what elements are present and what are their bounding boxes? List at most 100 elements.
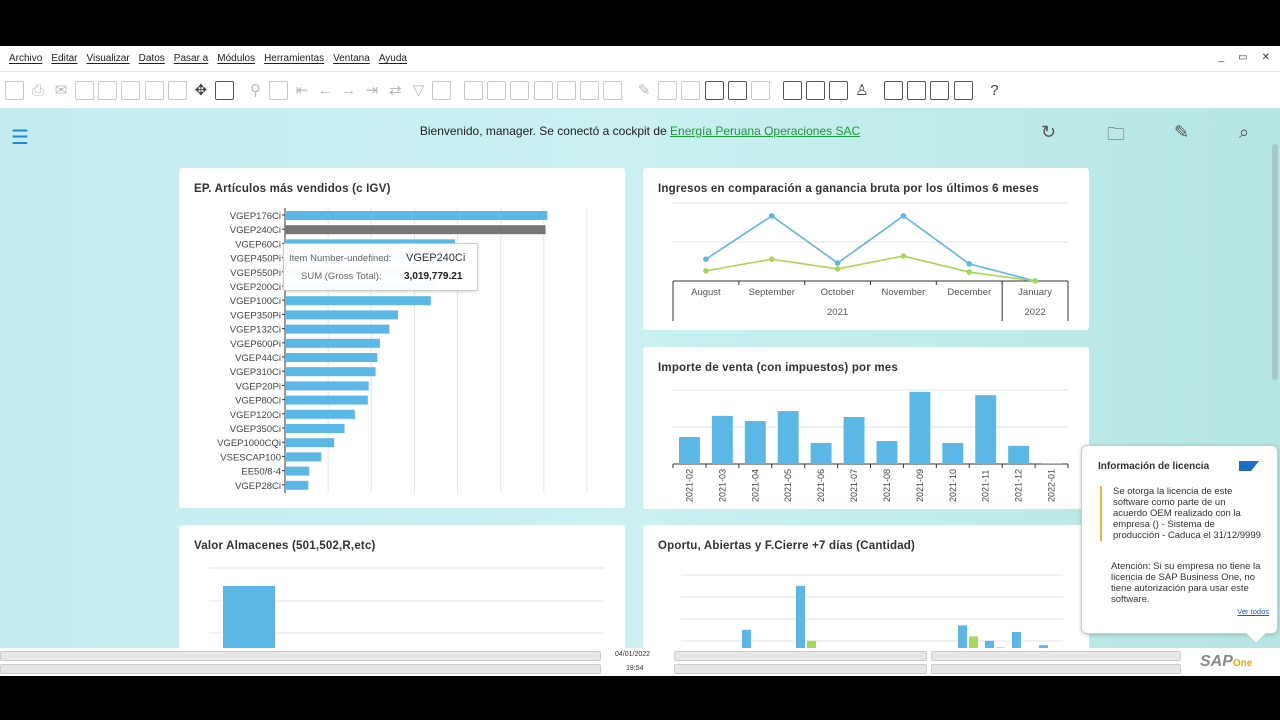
card-title: Oportu, Abiertas y F.Cierre +7 días (Can… bbox=[658, 540, 916, 552]
folder-icon[interactable]: 🗀 bbox=[1107, 124, 1125, 144]
fax-icon[interactable] bbox=[98, 80, 118, 100]
gross-profit-icon[interactable] bbox=[556, 80, 576, 100]
menu-item-ventana[interactable]: Ventana bbox=[333, 53, 370, 64]
layout-icon[interactable] bbox=[510, 80, 530, 100]
welcome-message: Bienvenido, manager. Se conectó a cockpi… bbox=[0, 124, 1280, 138]
bar bbox=[285, 424, 345, 433]
bar bbox=[810, 442, 832, 464]
find-icon[interactable]: ⚲ bbox=[249, 82, 261, 99]
calculator-icon[interactable] bbox=[805, 80, 825, 100]
org-icon[interactable] bbox=[829, 80, 849, 100]
category-label: VGEP60Ci bbox=[235, 239, 281, 250]
year-label: 2022 bbox=[1025, 307, 1046, 318]
data-point bbox=[768, 256, 775, 262]
first-record-icon[interactable]: ⇤ bbox=[295, 82, 309, 99]
restore-button[interactable]: ▭ bbox=[1238, 52, 1248, 63]
tooltip-value: VGEP240Ci bbox=[406, 252, 466, 264]
bar bbox=[996, 647, 1005, 648]
category-label: VGEP176Ci bbox=[230, 211, 281, 222]
data-point bbox=[703, 256, 709, 262]
chat-icon[interactable] bbox=[727, 80, 747, 100]
sms-icon[interactable] bbox=[74, 80, 94, 100]
filter-icon[interactable]: ▽ bbox=[412, 82, 425, 99]
category-label: 2021-11 bbox=[981, 470, 991, 502]
pdf-icon[interactable] bbox=[168, 80, 188, 100]
category-label: 2021-03 bbox=[717, 469, 727, 502]
edit-icon[interactable]: ✎ bbox=[637, 82, 651, 99]
bar bbox=[985, 640, 994, 648]
company-link[interactable]: Energía Peruana Operaciones SAC bbox=[670, 124, 861, 138]
bar bbox=[711, 415, 733, 464]
user-icon[interactable]: ♙ bbox=[855, 82, 869, 99]
bar bbox=[807, 640, 816, 648]
hamburger-menu-icon[interactable]: ☰ bbox=[11, 127, 29, 149]
cockpit: ☰ Bienvenido, manager. Se conectó a cock… bbox=[0, 108, 1280, 648]
bar bbox=[1039, 645, 1048, 648]
widgets-icon[interactable] bbox=[906, 80, 926, 100]
base-document-icon[interactable] bbox=[463, 80, 483, 100]
form-settings-icon[interactable] bbox=[214, 80, 234, 100]
preview-icon[interactable] bbox=[5, 80, 24, 100]
trans-icon[interactable] bbox=[603, 80, 623, 100]
menu-item-módulos[interactable]: Módulos bbox=[217, 53, 256, 64]
chart-s-icon[interactable] bbox=[930, 80, 950, 100]
bar bbox=[285, 338, 380, 348]
edit-pencil-icon[interactable]: ✎ bbox=[1174, 122, 1190, 142]
menu-item-ayuda[interactable]: Ayuda bbox=[378, 53, 407, 64]
excel-icon[interactable] bbox=[121, 80, 141, 100]
menu-item-herramientas[interactable]: Herramientas bbox=[264, 53, 325, 64]
report-icon[interactable] bbox=[953, 80, 973, 100]
next-record-icon[interactable]: → bbox=[341, 81, 357, 99]
refresh-icon[interactable]: ⇄ bbox=[388, 82, 402, 99]
print-icon[interactable]: ⎙ bbox=[31, 81, 44, 99]
menu-item-visualizar[interactable]: Visualizar bbox=[86, 53, 130, 64]
series-line bbox=[705, 255, 1036, 282]
menu-item-editar[interactable]: Editar bbox=[51, 53, 78, 64]
refresh-icon[interactable]: ↻ bbox=[1041, 122, 1057, 142]
data-point bbox=[768, 213, 775, 219]
bar bbox=[285, 353, 378, 362]
sort-icon[interactable] bbox=[432, 80, 452, 100]
category-label: 2021-04 bbox=[750, 469, 760, 502]
bar bbox=[1012, 632, 1021, 648]
bar bbox=[1041, 463, 1062, 464]
word-icon[interactable] bbox=[144, 80, 164, 100]
target-document-icon[interactable] bbox=[486, 80, 506, 100]
move-icon[interactable]: ✥ bbox=[194, 82, 208, 99]
mail-alert-icon[interactable] bbox=[782, 80, 802, 100]
bar bbox=[777, 411, 799, 464]
bar bbox=[285, 367, 376, 377]
message-icon[interactable] bbox=[704, 80, 724, 100]
close-button[interactable]: ✕ bbox=[1261, 52, 1270, 63]
last-record-icon[interactable]: ⇥ bbox=[365, 82, 379, 99]
category-label: EE50/8-4 bbox=[241, 467, 281, 478]
alert-icon[interactable] bbox=[751, 80, 771, 100]
search-icon[interactable]: ⌕ bbox=[1239, 122, 1250, 142]
bar bbox=[285, 438, 335, 448]
scrollbar[interactable] bbox=[1272, 144, 1278, 380]
status-bar: 04/01/2022 19:54 bbox=[0, 648, 1280, 676]
bar bbox=[744, 421, 766, 464]
sap-logo bbox=[1239, 461, 1259, 471]
journal-icon[interactable] bbox=[580, 80, 600, 100]
payment-icon[interactable] bbox=[533, 80, 553, 100]
help-icon[interactable]: ? bbox=[990, 81, 999, 99]
category-label: VGEP310Ci bbox=[230, 367, 281, 378]
category-label: December bbox=[947, 287, 991, 298]
query-icon[interactable] bbox=[681, 80, 701, 100]
menu-item-pasar-a[interactable]: Pasar a bbox=[173, 53, 209, 64]
minimize-button[interactable]: _ bbox=[1218, 52, 1225, 63]
previous-record-icon[interactable]: ← bbox=[317, 81, 333, 99]
bar bbox=[285, 466, 310, 476]
email-icon[interactable]: ✉ bbox=[54, 82, 68, 99]
settings-icon[interactable] bbox=[658, 80, 678, 100]
sales-chart: 2021-02 2021-03 2021-04 2021-05 2021-06 2021-… bbox=[672, 389, 1069, 502]
bar bbox=[796, 585, 805, 648]
menu-item-archivo[interactable]: Archivo bbox=[9, 53, 43, 64]
add-icon[interactable] bbox=[269, 80, 289, 100]
doc-settings-icon[interactable] bbox=[883, 80, 903, 100]
category-label: 2021-10 bbox=[948, 469, 958, 502]
view-all-link[interactable]: Ver todos bbox=[1237, 607, 1269, 616]
menu-item-datos[interactable]: Datos bbox=[138, 53, 165, 64]
category-label: VGEP600Pi bbox=[230, 339, 281, 350]
